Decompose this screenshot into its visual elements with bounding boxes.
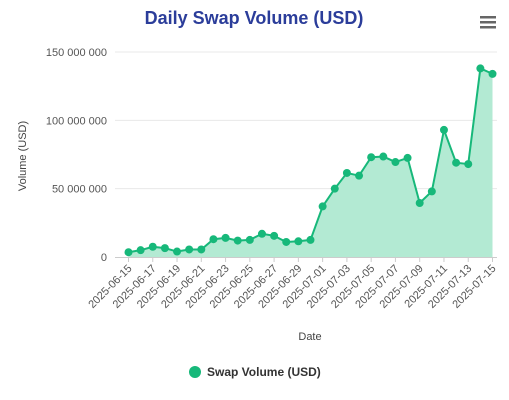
y-axis-title: Volume (USD) bbox=[17, 121, 29, 191]
data-point[interactable] bbox=[306, 235, 315, 244]
data-point[interactable] bbox=[282, 237, 291, 246]
data-point[interactable] bbox=[355, 171, 364, 180]
y-tick-label: 100 000 000 bbox=[46, 115, 107, 127]
data-point[interactable] bbox=[185, 245, 194, 254]
data-point[interactable] bbox=[476, 64, 485, 73]
data-point[interactable] bbox=[391, 158, 400, 167]
data-point[interactable] bbox=[209, 235, 218, 244]
y-axis: 0 50 000 000 100 000 000 150 000 000 bbox=[46, 47, 107, 264]
y-tick-label: 150 000 000 bbox=[46, 47, 107, 59]
data-point[interactable] bbox=[452, 158, 461, 167]
chart-title: Daily Swap Volume (USD) bbox=[145, 8, 364, 28]
data-point[interactable] bbox=[136, 246, 145, 255]
data-point[interactable] bbox=[367, 153, 376, 162]
data-point[interactable] bbox=[257, 229, 266, 238]
data-point[interactable] bbox=[379, 152, 388, 161]
data-point[interactable] bbox=[330, 184, 339, 193]
data-point[interactable] bbox=[294, 237, 303, 246]
hamburger-menu-icon[interactable] bbox=[480, 16, 496, 29]
x-axis: 2025-06-152025-06-172025-06-192025-06-21… bbox=[86, 257, 499, 311]
data-point[interactable] bbox=[270, 231, 279, 240]
data-point[interactable] bbox=[342, 168, 351, 177]
data-point[interactable] bbox=[160, 244, 169, 253]
data-points bbox=[124, 64, 497, 257]
data-point[interactable] bbox=[148, 242, 157, 251]
data-point[interactable] bbox=[439, 125, 448, 134]
legend-label: Swap Volume (USD) bbox=[207, 365, 321, 379]
data-point[interactable] bbox=[221, 233, 230, 242]
data-point[interactable] bbox=[415, 199, 424, 208]
data-point[interactable] bbox=[318, 202, 327, 211]
legend[interactable]: Swap Volume (USD) bbox=[189, 365, 321, 379]
data-point[interactable] bbox=[403, 153, 412, 162]
series-area bbox=[128, 68, 493, 258]
data-point[interactable] bbox=[233, 236, 242, 245]
data-point[interactable] bbox=[124, 248, 133, 257]
data-point[interactable] bbox=[245, 235, 254, 244]
data-point[interactable] bbox=[173, 247, 182, 256]
data-point[interactable] bbox=[427, 187, 436, 196]
data-point[interactable] bbox=[197, 245, 206, 254]
data-point[interactable] bbox=[464, 160, 473, 169]
data-point[interactable] bbox=[488, 69, 497, 78]
y-tick-label: 0 bbox=[101, 252, 107, 264]
y-tick-label: 50 000 000 bbox=[52, 184, 107, 196]
series-area-fill bbox=[128, 68, 493, 258]
x-axis-title: Date bbox=[298, 331, 321, 343]
legend-marker bbox=[189, 366, 201, 378]
